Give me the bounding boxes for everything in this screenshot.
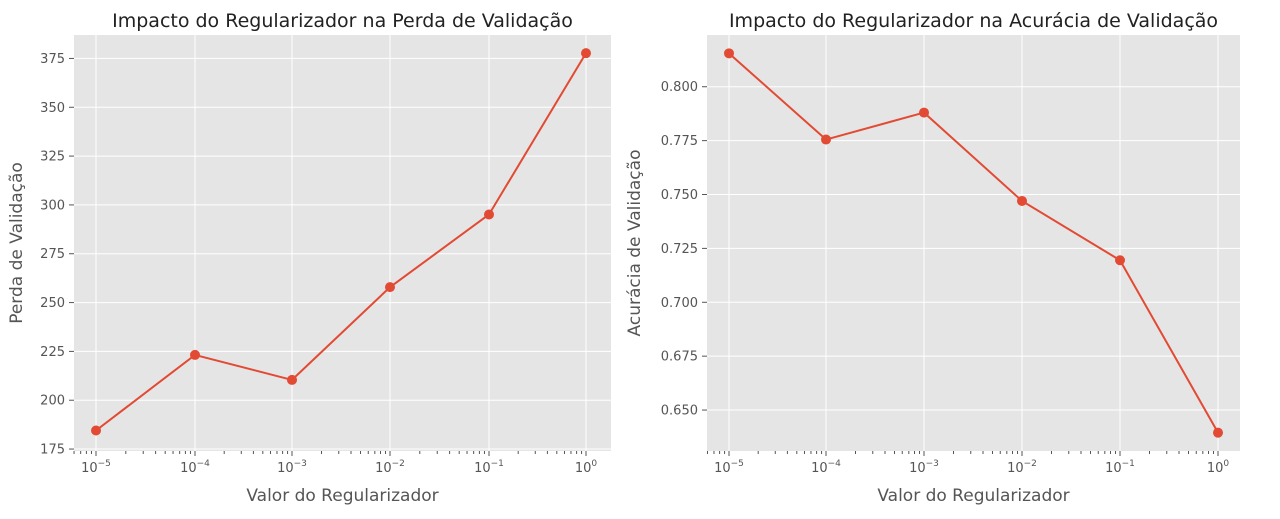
x-tick-exponent: −1 <box>1122 459 1135 469</box>
x-tick-exponent: 0 <box>591 459 597 469</box>
x-tick-label: 10−2 <box>375 459 405 476</box>
y-tick-label: 350 <box>40 101 65 116</box>
y-axis-ticks: 0.650 0.675 0.700 0.725 0.750 0.775 0.800 <box>661 80 707 419</box>
x-tick-exponent: −1 <box>491 459 504 469</box>
x-axis-ticks: 10−5 10−4 10−3 10−2 10−1 100 <box>706 451 1230 476</box>
data-point <box>724 48 734 59</box>
y-tick-label: 0.750 <box>661 188 698 203</box>
data-point <box>581 48 591 59</box>
x-tick-label: 10−1 <box>474 459 504 476</box>
x-tick-label: 10−3 <box>909 459 939 476</box>
chart-title: Impacto do Regularizador na Acurácia de … <box>729 10 1218 32</box>
y-tick-label: 300 <box>40 198 65 213</box>
x-tick-base: 10 <box>714 461 731 476</box>
y-tick-label: 0.700 <box>661 296 698 311</box>
x-tick-base: 10 <box>1207 461 1224 476</box>
x-tick-base: 10 <box>375 461 392 476</box>
y-tick-label: 0.650 <box>661 404 698 419</box>
series-line <box>728 52 1219 434</box>
x-tick-label: 100 <box>575 459 598 476</box>
x-tick-base: 10 <box>811 461 828 476</box>
data-point <box>1115 255 1125 266</box>
y-tick-label: 0.800 <box>661 80 698 95</box>
x-tick-exponent: −3 <box>926 459 939 469</box>
y-axis-ticks: 175 200 225 250 275 300 325 350 375 <box>40 52 74 458</box>
y-tick-label: 275 <box>40 247 65 262</box>
y-tick-label: 375 <box>40 52 65 67</box>
x-tick-label: 10−5 <box>81 459 111 476</box>
grid-lines <box>74 35 611 451</box>
y-axis-label: Perda de Validação <box>7 162 27 324</box>
data-point <box>821 134 831 145</box>
data-point <box>919 107 929 118</box>
plot-area <box>707 35 1240 451</box>
x-tick-exponent: −3 <box>294 459 307 469</box>
x-tick-base: 10 <box>909 461 926 476</box>
y-tick-label: 175 <box>40 443 65 458</box>
x-tick-base: 10 <box>180 461 197 476</box>
y-tick-label: 325 <box>40 150 65 165</box>
x-tick-exponent: 0 <box>1223 459 1229 469</box>
x-tick-exponent: −5 <box>98 459 111 469</box>
x-tick-label: 100 <box>1207 459 1230 476</box>
y-tick-label: 0.775 <box>661 134 698 149</box>
x-tick-exponent: −2 <box>392 459 405 469</box>
grid-lines <box>707 35 1240 451</box>
x-tick-label: 10−1 <box>1105 459 1135 476</box>
data-point <box>91 425 101 436</box>
chart-title: Impacto do Regularizador na Perda de Val… <box>112 10 573 32</box>
y-axis-label: Acurácia de Validação <box>625 150 645 337</box>
x-tick-label: 10−5 <box>714 459 744 476</box>
x-tick-label: 10−4 <box>811 459 841 476</box>
x-axis-label: Valor do Regularizador <box>877 486 1069 506</box>
data-point <box>1017 195 1027 206</box>
series-line <box>95 52 587 432</box>
data-point <box>287 374 297 385</box>
x-tick-base: 10 <box>575 461 592 476</box>
x-tick-exponent: −5 <box>731 459 744 469</box>
data-point <box>190 349 200 360</box>
x-tick-base: 10 <box>81 461 98 476</box>
x-tick-label: 10−3 <box>277 459 307 476</box>
x-tick-exponent: −2 <box>1024 459 1037 469</box>
x-tick-exponent: −4 <box>197 459 211 469</box>
y-tick-label: 225 <box>40 345 65 360</box>
y-tick-label: 250 <box>40 296 65 311</box>
x-tick-base: 10 <box>1007 461 1024 476</box>
x-tick-exponent: −4 <box>828 459 842 469</box>
y-tick-label: 0.725 <box>661 242 698 257</box>
x-tick-label: 10−2 <box>1007 459 1037 476</box>
x-tick-base: 10 <box>1105 461 1122 476</box>
x-tick-label: 10−4 <box>180 459 210 476</box>
data-point <box>484 209 494 220</box>
y-tick-label: 200 <box>40 394 65 409</box>
x-axis-ticks: 10−5 10−4 10−3 10−2 10−1 100 <box>73 451 598 476</box>
y-tick-label: 0.675 <box>661 350 698 365</box>
x-tick-base: 10 <box>474 461 491 476</box>
data-point <box>385 282 395 293</box>
x-tick-base: 10 <box>277 461 294 476</box>
plot-area <box>74 35 611 451</box>
data-point <box>1213 427 1223 438</box>
x-axis-label: Valor do Regularizador <box>246 486 438 506</box>
